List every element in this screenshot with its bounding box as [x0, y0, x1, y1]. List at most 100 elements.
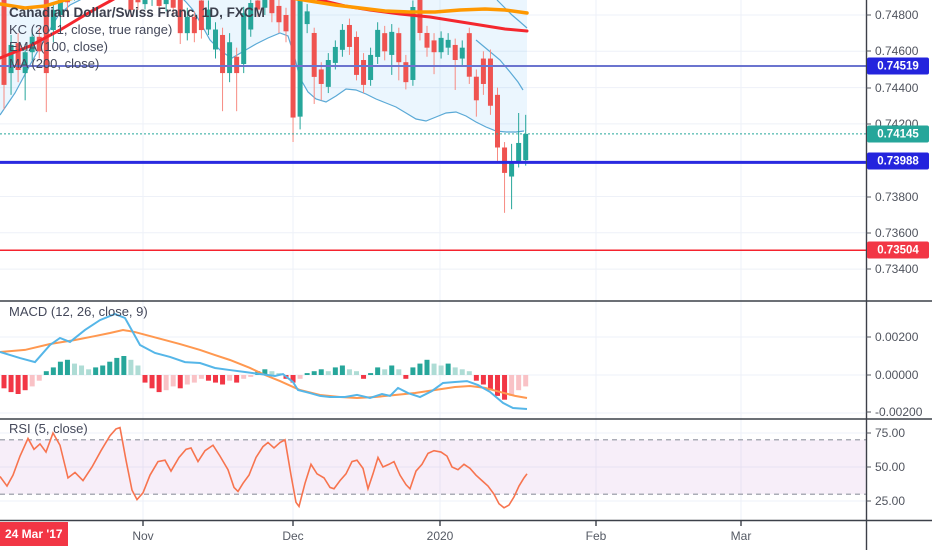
macd-hist-bar — [227, 375, 233, 381]
candle-body — [255, 0, 261, 10]
macd-hist-bar — [29, 375, 35, 387]
macd-hist-bar — [142, 375, 148, 383]
macd-hist-bar — [156, 375, 162, 393]
macd-hist-bar — [22, 375, 28, 391]
candle-body — [487, 58, 493, 106]
candle-body — [382, 33, 388, 52]
candle-body — [304, 11, 310, 25]
macd-hist-bar — [290, 375, 296, 383]
macd-hist-bar — [149, 375, 155, 389]
rsi-legend[interactable]: RSI (5, close) — [9, 421, 88, 436]
macd-hist-bar — [234, 375, 240, 383]
macd-hist-bar — [523, 375, 529, 387]
macd-hist-bar — [480, 375, 486, 385]
macd-hist-bar — [1, 375, 7, 389]
candle-body — [438, 37, 444, 53]
symbol-title[interactable]: Canadian Dollar/Swiss Franc, 1D, FXCM — [9, 5, 265, 20]
macd-hist-bar — [205, 375, 211, 381]
macd-hist-bar — [318, 369, 324, 375]
macd-hist-bar — [297, 375, 303, 379]
rsi-band — [0, 439, 866, 495]
axis-tick-label: 50.00 — [875, 460, 906, 474]
candle-body — [516, 142, 522, 163]
macd-hist-bar — [410, 367, 416, 375]
macd-hist-bar — [248, 375, 254, 377]
macd-hist-bar — [100, 365, 106, 375]
macd-hist-bar — [57, 361, 63, 375]
macd-line — [0, 312, 528, 411]
price-label-chip: 0.74519 — [867, 57, 929, 75]
ma200-line — [0, 0, 529, 60]
macd-hist-bar — [304, 373, 310, 375]
candle-body — [269, 0, 275, 14]
candle-body — [523, 133, 529, 161]
legend-ema100[interactable]: EMA (100, close) — [9, 39, 108, 54]
candle-body — [318, 69, 324, 84]
legend-ma200[interactable]: MA (200, close) — [9, 56, 100, 71]
axis-tick-label: 0.74400 — [875, 81, 919, 95]
candle-body — [15, 43, 21, 70]
candle-body — [495, 94, 500, 148]
candle-body — [227, 42, 233, 74]
candle-body — [403, 62, 409, 83]
candle-body — [177, 0, 183, 34]
axis-tick-label: 0.73400 — [875, 262, 919, 276]
candle-body — [396, 33, 402, 63]
macd-hist-bar — [79, 365, 85, 375]
candle-body — [480, 58, 486, 84]
candle-body — [452, 44, 458, 61]
macd-hist-bar — [15, 375, 21, 394]
candle-body — [241, 13, 247, 65]
legend-kc[interactable]: KC (20, 1, close, true range) — [9, 22, 173, 37]
macd-hist-bar — [128, 359, 134, 375]
macd-hist-bar — [502, 375, 508, 400]
candle-body — [213, 29, 218, 50]
macd-hist-bar — [121, 356, 127, 375]
axis-tick-label: 0.74800 — [875, 8, 919, 22]
candle-body — [339, 29, 345, 50]
price-axis[interactable]: 0.74800 0.74600 0.74400 0.74200 0.73800 0.736… — [866, 0, 932, 520]
time-tick-label: Feb — [585, 529, 607, 543]
macd-hist-bar — [445, 363, 451, 375]
macd-hist-bar — [325, 371, 331, 375]
candle-body — [128, 0, 134, 10]
macd-hist-bar — [354, 371, 359, 375]
macd-hist-bar — [36, 375, 42, 381]
macd-panel[interactable] — [0, 312, 529, 411]
kc-band-line — [496, 0, 528, 29]
kc-band-fill — [0, 0, 527, 132]
candle-body — [170, 0, 176, 8]
macd-hist-bar — [431, 363, 437, 375]
macd-hist-bar — [107, 361, 113, 375]
macd-hist-bar — [332, 367, 338, 375]
macd-hist-bar — [8, 375, 14, 393]
macd-hist-bar — [346, 369, 352, 375]
candle-body — [473, 76, 479, 101]
price-panel[interactable] — [0, 0, 866, 251]
rsi-panel[interactable] — [0, 426, 866, 509]
candle-body — [283, 15, 289, 32]
candle-body — [8, 44, 14, 74]
macd-hist-bar — [509, 375, 515, 396]
axis-tick-label: 0.73600 — [875, 226, 919, 240]
axis-tick-label: 0.00200 — [875, 330, 919, 344]
macd-hist-bar — [170, 375, 176, 387]
candle-body — [431, 40, 437, 53]
macd-hist-bar — [466, 371, 472, 375]
candle-body — [290, 0, 296, 118]
time-axis[interactable]: 24 Mar '17 Nov Dec 2020 Feb Mar — [0, 521, 932, 550]
macd-hist-bar — [177, 375, 183, 389]
candle-body — [466, 33, 472, 77]
candle-body — [325, 60, 331, 87]
candle-body — [198, 0, 204, 31]
macd-hist-bar — [361, 375, 367, 379]
macd-legend[interactable]: MACD (12, 26, close, 9) — [9, 304, 148, 319]
macd-hist-bar — [368, 373, 374, 375]
candle-body — [332, 46, 338, 63]
macd-hist-bar — [424, 359, 430, 375]
macd-hist-bar — [220, 375, 226, 385]
macd-hist-bar — [86, 369, 92, 375]
macd-hist-bar — [452, 367, 458, 375]
macd-hist-bar — [382, 369, 388, 375]
